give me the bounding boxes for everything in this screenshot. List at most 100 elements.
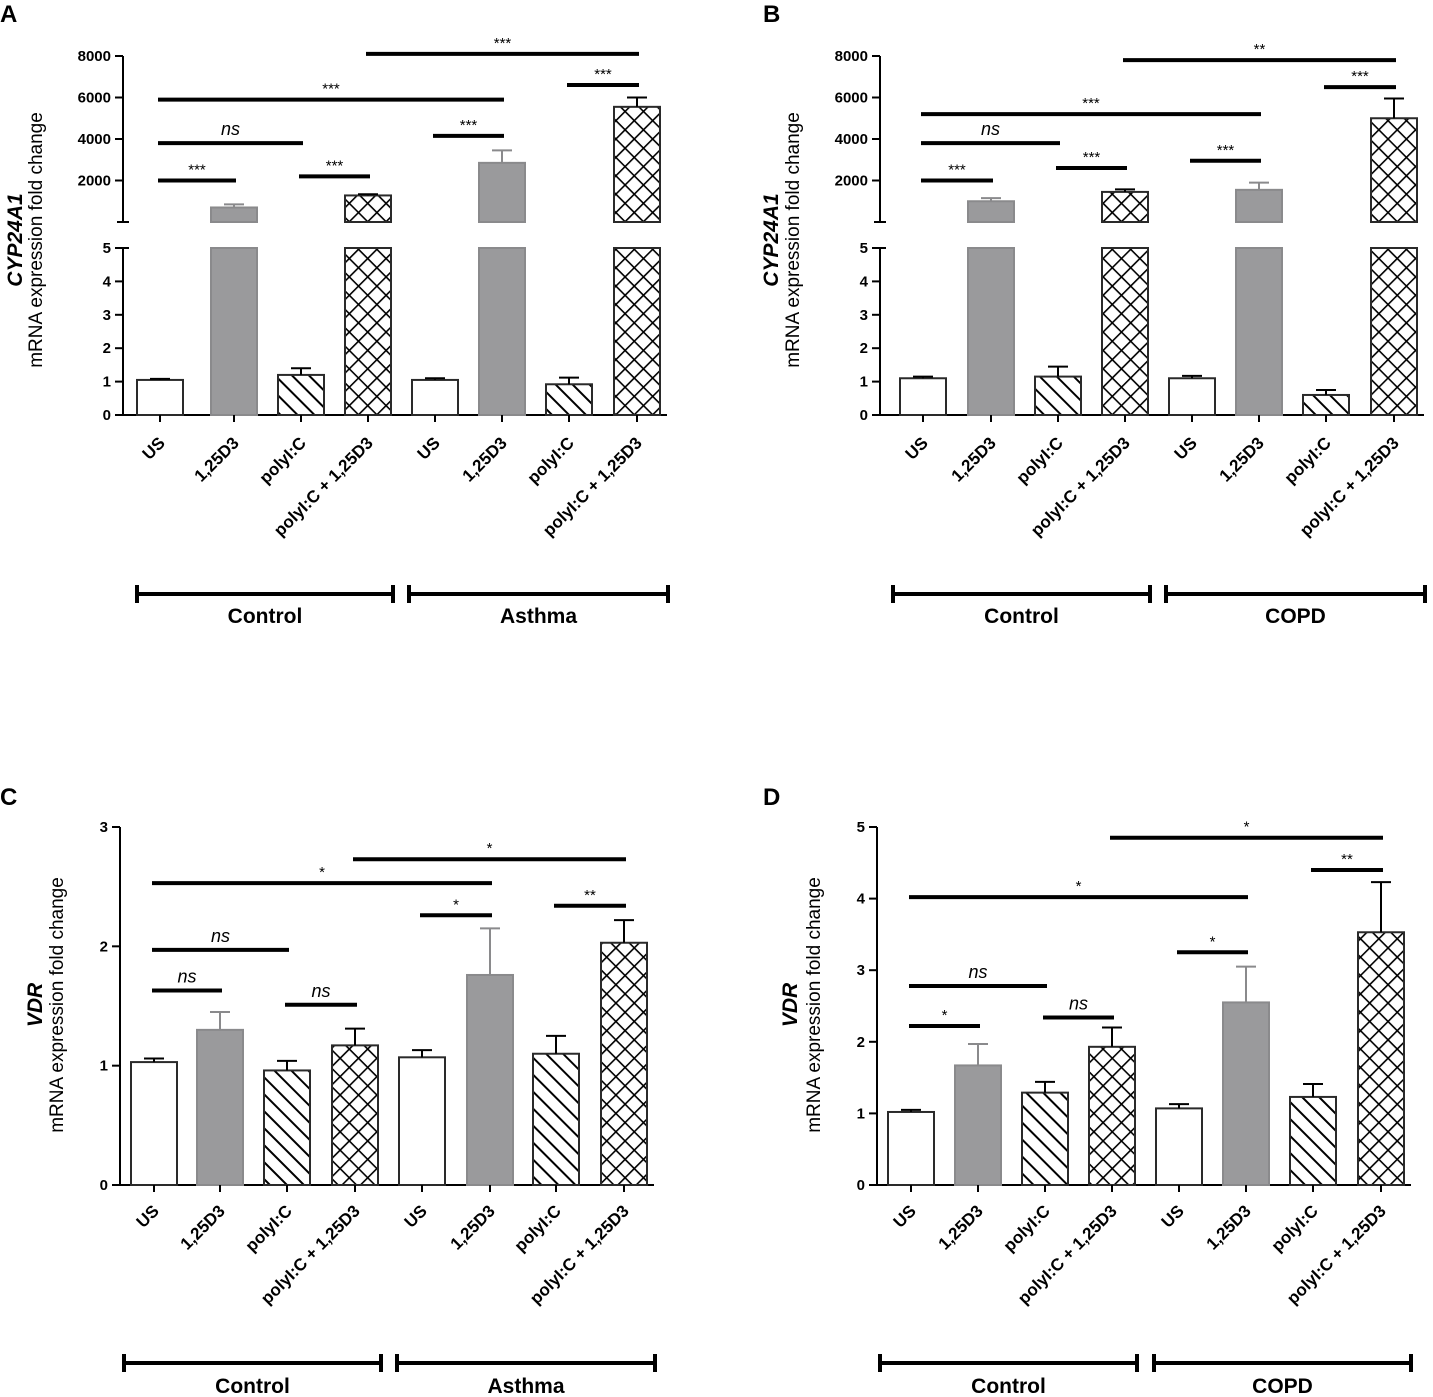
y-tick-label: 0 <box>103 407 111 424</box>
group-label: COPD <box>1252 1375 1313 1397</box>
x-tick-label: US <box>1158 1201 1188 1231</box>
significance-label: ns <box>221 119 240 139</box>
bar <box>136 378 184 416</box>
x-tick-label: polyI:C <box>256 433 310 487</box>
y-tick-label: 8000 <box>835 48 868 65</box>
panel-b: B CYP24A1 mRNA expression fold change 0 1 2 3 4… <box>760 1 1427 628</box>
significance-label: ns <box>177 966 196 986</box>
bar <box>1101 247 1149 416</box>
bar-upper <box>1235 188 1283 223</box>
x-tick-label: 1,25D3 <box>948 433 1000 485</box>
bar <box>1155 1107 1203 1186</box>
bar <box>466 973 514 1186</box>
group-label: Control <box>215 1375 290 1397</box>
bar <box>1222 1001 1270 1186</box>
bar <box>263 1069 311 1186</box>
bar <box>532 1052 580 1186</box>
significance-label: *** <box>1351 68 1369 85</box>
x-tick-label: 1,25D3 <box>191 433 243 485</box>
x-tick-label: 1,25D3 <box>447 1201 499 1253</box>
panel-c: C VDR mRNA expression fold change 0 1 2 3 US 1,2… <box>0 784 657 1397</box>
panel-a: A CYP24A1 mRNA expression fold change 0 1 2 3 4… <box>0 1 670 628</box>
y-tick-label: 1 <box>857 1105 865 1122</box>
bar-upper <box>1101 190 1149 224</box>
y-tick-label: 2 <box>103 340 111 357</box>
x-tick-label: US <box>902 433 932 463</box>
bar-upper <box>478 161 526 224</box>
bar <box>130 1061 178 1186</box>
x-tick-label: polyI:C <box>1000 1201 1054 1255</box>
y-tick-label: 2000 <box>78 173 111 190</box>
group-label: Control <box>228 605 303 628</box>
x-tick-label: US <box>401 1201 431 1231</box>
bar <box>344 247 392 416</box>
significance-label: * <box>1076 878 1082 895</box>
panel-d: D VDR mRNA expression fold change 0 1 2 3 4 5 US 1… <box>763 784 1413 1397</box>
y-tick-label: 4 <box>857 891 866 908</box>
y-tick-label: 5 <box>860 240 868 257</box>
group-label: Asthma <box>487 1375 564 1397</box>
significance-label: *** <box>494 35 512 52</box>
bar <box>196 1028 244 1187</box>
significance-label: * <box>453 896 459 913</box>
y-axis-label: mRNA expression fold change <box>47 877 68 1133</box>
bar <box>411 378 459 416</box>
y-tick-label: 5 <box>103 240 111 257</box>
significance-label: *** <box>460 117 478 134</box>
bar <box>1370 247 1418 416</box>
x-tick-label: polyI:C <box>1268 1201 1322 1255</box>
y-axis-label: mRNA expression fold change <box>26 112 47 368</box>
bar <box>887 1110 935 1187</box>
significance-label: * <box>1244 819 1250 836</box>
bar <box>613 247 661 416</box>
x-tick-label: 1,25D3 <box>935 1201 987 1253</box>
significance-label: *** <box>594 66 612 83</box>
bar <box>1302 393 1350 416</box>
x-tick-label: 1,25D3 <box>1216 433 1268 485</box>
y-axis-gene-label: CYP24A1 <box>4 193 27 286</box>
group-label: Control <box>971 1375 1046 1397</box>
y-tick-label: 4000 <box>835 131 868 148</box>
significance-label: ** <box>1341 851 1353 868</box>
significance-label: * <box>319 864 325 881</box>
group-label: Control <box>984 605 1059 628</box>
bar <box>1168 377 1216 417</box>
significance-label: *** <box>322 81 340 98</box>
significance-label: *** <box>1082 95 1100 112</box>
y-tick-label: 4 <box>860 273 869 290</box>
significance-label: *** <box>1217 142 1235 159</box>
significance-label: ns <box>211 926 230 946</box>
y-axis-gene-label: VDR <box>24 982 47 1027</box>
y-tick-label: 3 <box>103 307 111 324</box>
significance-label: * <box>942 1007 948 1024</box>
y-tick-label: 4 <box>103 273 112 290</box>
bar-upper <box>613 105 661 223</box>
y-axis-label: mRNA expression fold change <box>783 112 804 368</box>
y-axis-gene-label: CYP24A1 <box>760 193 783 286</box>
x-tick-label: polyI:C <box>511 1201 565 1255</box>
significance-label: ns <box>981 119 1000 139</box>
bar <box>1235 247 1283 416</box>
bar <box>954 1064 1002 1186</box>
bar <box>1088 1045 1136 1187</box>
y-tick-label: 3 <box>857 962 865 979</box>
y-axis-gene-label: VDR <box>779 982 802 1027</box>
panel-letter: C <box>0 784 17 811</box>
significance-label: ** <box>1254 41 1266 58</box>
bar <box>398 1056 446 1187</box>
y-tick-label: 1 <box>103 374 111 391</box>
group-label: Asthma <box>500 605 577 628</box>
bar <box>478 247 526 416</box>
panel-letter: D <box>763 784 780 811</box>
x-tick-label: 1,25D3 <box>177 1201 229 1253</box>
bar <box>1289 1095 1337 1187</box>
x-tick-label: polyI:C <box>524 433 578 487</box>
y-tick-label: 6000 <box>835 90 868 107</box>
bar <box>1034 375 1082 416</box>
x-tick-label: US <box>414 433 444 463</box>
x-tick-label: US <box>1171 433 1201 463</box>
significance-label: ns <box>968 962 987 982</box>
significance-label: *** <box>326 157 344 174</box>
y-tick-label: 2 <box>100 938 108 955</box>
y-tick-label: 6000 <box>78 90 111 107</box>
